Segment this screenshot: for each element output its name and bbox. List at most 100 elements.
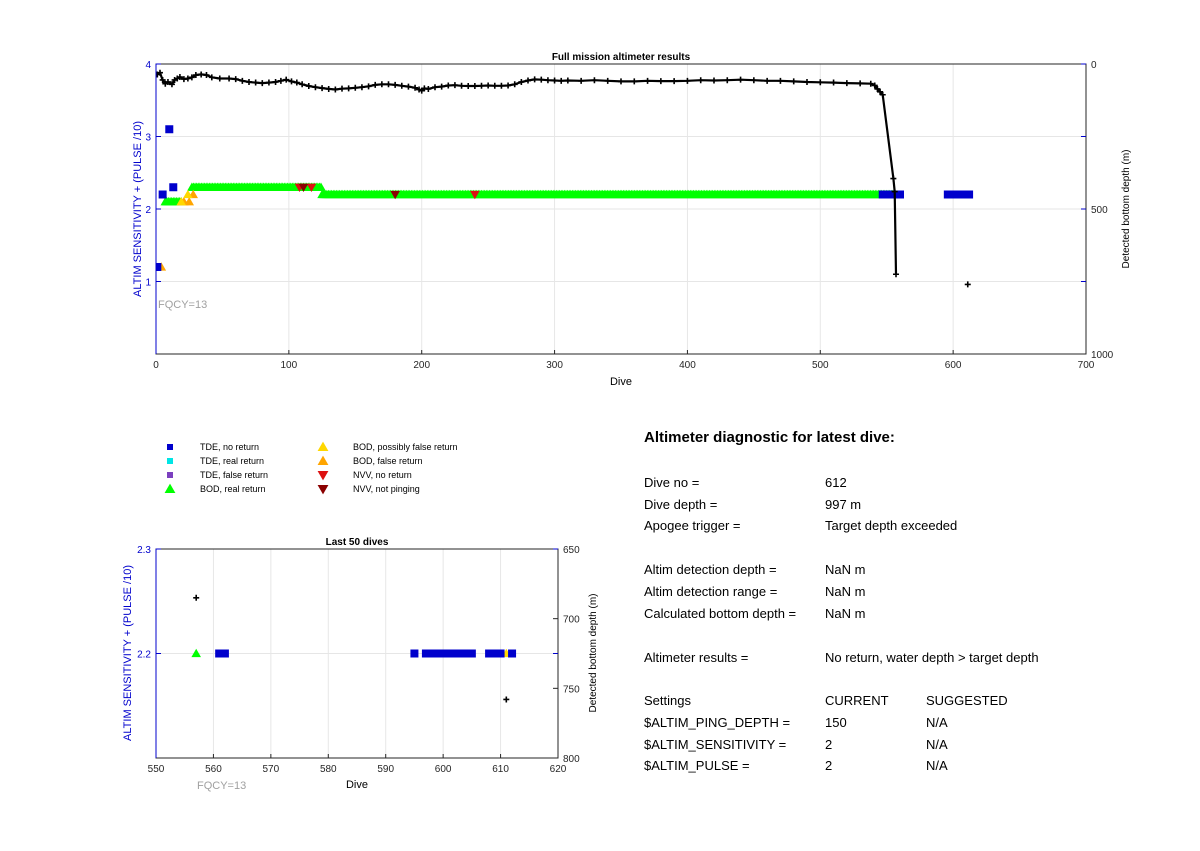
bottom-depth-point <box>425 85 432 92</box>
settings-header-row: Settings CURRENT SUGGESTED <box>644 693 1184 711</box>
x-tick-label: 300 <box>546 360 563 371</box>
detect-depth-value: NaN m <box>825 562 866 577</box>
bottom-depth-point <box>604 77 611 84</box>
bottom-depth-point <box>503 696 510 703</box>
bottom-depth-point <box>405 83 412 90</box>
bottom-depth-point <box>644 77 651 84</box>
bottom-depth-point <box>184 75 191 82</box>
y-left-tick-label: 4 <box>145 60 151 71</box>
bod-false-return-marker <box>184 196 195 206</box>
bottom-depth-point <box>252 79 259 86</box>
bottom-depth-point <box>451 82 458 89</box>
setting-name: $ALTIM_PING_DEPTH = <box>644 715 791 730</box>
tde-no-return-marker <box>169 183 178 192</box>
bottom-depth-point <box>790 78 797 85</box>
bod-possibly-false-return-marker <box>176 196 187 206</box>
bottom-depth-point <box>697 77 704 84</box>
bottom-depth-point <box>378 81 385 88</box>
bottom-depth-point <box>216 75 223 82</box>
legend-label: NVV, no return <box>353 470 412 480</box>
bottom-depth-point <box>392 81 399 88</box>
y-right-tick-label: 750 <box>563 684 580 695</box>
nvv-not-pinging-marker <box>390 190 400 200</box>
setting-current: 2 <box>825 758 833 773</box>
bottom-depth-point <box>671 78 678 85</box>
setting-name: $ALTIM_PULSE = <box>644 758 750 773</box>
bottom-depth-point <box>631 78 638 85</box>
last50-marks <box>191 594 517 703</box>
bottom-depth-point <box>198 71 205 78</box>
bottom-depth-point <box>478 82 485 89</box>
tde-no-return-marker <box>444 649 453 658</box>
bottom-depth-point <box>458 82 465 89</box>
full-x-label: Dive <box>610 376 632 388</box>
bottom-depth-point <box>591 77 598 84</box>
bottom-depth-point <box>618 78 624 85</box>
bottom-depth-point <box>358 84 365 91</box>
tde-no-return-marker <box>427 649 436 658</box>
bottom-depth-point <box>188 74 195 81</box>
last50-fqcy-annotation: FQCY=13 <box>197 780 246 792</box>
bottom-depth-point <box>412 84 419 91</box>
last50-x-label: Dive <box>346 779 368 791</box>
bottom-depth-point <box>332 86 339 93</box>
bottom-depth-point <box>293 79 300 86</box>
bottom-depth-point <box>471 83 478 90</box>
legend-marker <box>164 483 176 494</box>
bottom-depth-point <box>578 77 585 84</box>
dive-depth-value: 997 m <box>825 497 862 512</box>
legend-label: BOD, false return <box>353 456 423 466</box>
detect-range-value: NaN m <box>825 584 866 599</box>
last50-ticks: 550 560 570 580 590 600 610 620 2.2 2.3 650 700 750 8… <box>137 545 580 775</box>
full-fqcy-annotation: FQCY=13 <box>158 299 207 311</box>
bottom-depth-point <box>339 85 345 92</box>
full-chart-title: Full mission altimeter results <box>552 52 691 63</box>
bottom-depth-point <box>159 76 166 83</box>
bottom-depth-point <box>226 75 233 82</box>
settings-row-sensitivity: $ALTIM_SENSITIVITY = 2 N/A <box>644 737 1184 755</box>
bottom-depth-point <box>711 77 717 84</box>
legend-marker-shape <box>317 484 329 495</box>
bottom-depth-point <box>777 77 784 84</box>
tde-no-return-marker <box>467 649 476 658</box>
bottom-depth-point <box>345 85 352 92</box>
bod-possibly-false-return-marker <box>183 189 193 199</box>
setting-suggested: N/A <box>926 758 948 773</box>
bottom-depth-point <box>246 78 252 85</box>
bottom-depth-point <box>525 77 531 84</box>
full-y-label-left: ALTIM SENSITIVITY + (PULSE /10) <box>132 121 144 297</box>
bottom-depth-point <box>890 175 897 182</box>
y-right-tick-label: 700 <box>563 615 580 626</box>
legend-marker-shape <box>317 470 329 481</box>
x-tick-label: 570 <box>263 764 280 775</box>
bottom-depth-point <box>893 271 900 278</box>
bottom-depth-point <box>657 78 664 85</box>
legend-marker-shape <box>164 483 176 494</box>
results-label: Altimeter results = <box>644 650 749 665</box>
diag-row-calc-depth: Calculated bottom depth = NaN m <box>644 606 1184 624</box>
bottom-depth-point <box>232 76 239 83</box>
bottom-depth-point <box>305 83 312 90</box>
bottom-depth-point <box>288 78 295 85</box>
tde-no-return-marker <box>965 190 974 199</box>
tde-no-return-marker <box>456 649 465 658</box>
setting-name: $ALTIM_SENSITIVITY = <box>644 737 787 752</box>
bottom-depth-point <box>964 281 971 288</box>
y-right-tick-label: 0 <box>1091 60 1097 71</box>
bottom-depth-point <box>843 80 850 87</box>
bottom-depth-point <box>871 82 878 89</box>
bottom-depth-point <box>558 77 565 84</box>
tde-no-return-marker <box>421 649 430 658</box>
bottom-depth-point <box>385 81 392 88</box>
settings-header-current: CURRENT <box>825 693 889 708</box>
bottom-depth-point <box>365 83 372 90</box>
bottom-depth-point <box>445 82 452 89</box>
tde-no-return-marker <box>215 649 224 658</box>
bottom-depth-point <box>737 76 744 83</box>
bottom-depth-point <box>518 78 525 85</box>
dive-depth-label: Dive depth = <box>644 497 718 512</box>
bottom-depth-point <box>564 77 571 84</box>
x-tick-label: 590 <box>377 764 394 775</box>
legend: TDE, no return TDE, real return TDE, false… <box>160 440 500 500</box>
setting-suggested: N/A <box>926 715 948 730</box>
